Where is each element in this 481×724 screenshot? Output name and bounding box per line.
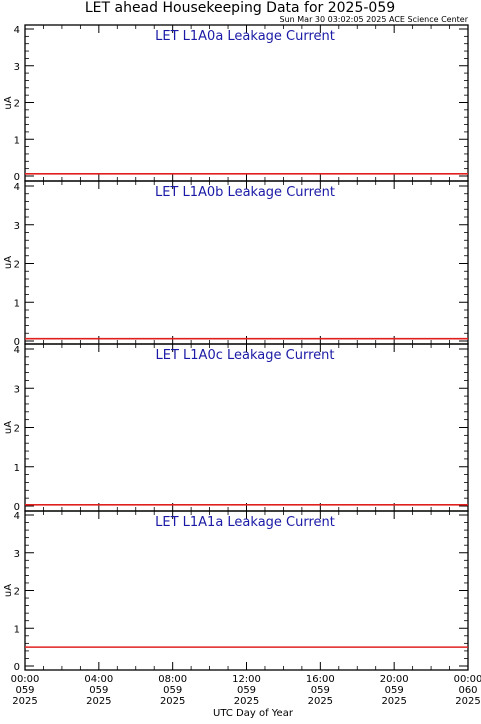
x-tick-day: 059	[89, 685, 108, 696]
y-axis-label: uA	[3, 584, 14, 597]
x-tick-year: 2025	[86, 696, 111, 707]
x-tick-day: 059	[237, 685, 256, 696]
x-tick-time: 20:00	[380, 674, 409, 685]
y-tick-label: 4	[14, 345, 20, 356]
panel-title: LET L1A0a Leakage Current	[155, 29, 335, 44]
panel-3: 0 1 2 3 4 uA LET L1A0c Leakage Current	[3, 343, 469, 513]
x-tick-day: 059	[385, 685, 404, 696]
y-tick-label: 2	[14, 424, 20, 435]
x-tick-day: 059	[311, 685, 330, 696]
panel-title: LET L1A1a Leakage Current	[155, 515, 335, 530]
x-axis: 00:00059202504:00059202508:00059202512:0…	[11, 674, 481, 707]
y-tick-label: 1	[14, 298, 20, 309]
x-tick-year: 2025	[160, 696, 185, 707]
y-tick-label: 0	[14, 502, 20, 513]
x-axis-label: UTC Day of Year	[213, 708, 294, 719]
y-tick-label: 4	[14, 182, 20, 193]
panel-title: LET L1A0c Leakage Current	[156, 348, 335, 363]
x-tick-year: 2025	[12, 696, 37, 707]
y-tick-label: 2	[14, 587, 20, 598]
x-tick-day: 059	[163, 685, 182, 696]
y-tick-label: 4	[14, 511, 20, 522]
x-tick-year: 2025	[234, 696, 259, 707]
x-tick-time: 00:00	[454, 674, 481, 685]
y-tick-label: 3	[14, 62, 20, 73]
x-tick-year: 2025	[308, 696, 333, 707]
y-tick-label: 3	[14, 549, 20, 560]
x-tick-year: 2025	[381, 696, 406, 707]
x-tick-year: 2025	[455, 696, 480, 707]
panel-frame	[24, 343, 469, 512]
y-tick-label: 4	[14, 25, 20, 36]
x-tick-time: 04:00	[84, 674, 113, 685]
y-axis-label: uA	[3, 96, 14, 109]
y-tick-label: 0	[14, 662, 20, 673]
y-tick-label: 2	[14, 99, 20, 110]
panels-group: 0 1 2 3 4 uA LET L1A0a Leakage Current 0 1 2 3 4 uA L…	[3, 24, 469, 673]
panel-1: 0 1 2 3 4 uA LET L1A0a Leakage Current	[3, 24, 469, 183]
x-tick-time: 12:00	[232, 674, 261, 685]
x-tick-day: 059	[15, 685, 34, 696]
panel-frame	[24, 180, 469, 345]
x-tick-time: 16:00	[306, 674, 335, 685]
y-tick-label: 0	[14, 172, 20, 183]
y-tick-label: 0	[14, 337, 20, 348]
y-tick-label: 3	[14, 384, 20, 395]
y-axis-label: uA	[3, 421, 14, 434]
x-tick-time: 00:00	[11, 674, 40, 685]
panel-title: LET L1A0b Leakage Current	[155, 185, 335, 200]
generation-timestamp: Sun Mar 30 03:02:05 2025 ACE Science Cen…	[280, 15, 469, 24]
panel-frame	[24, 510, 469, 671]
y-tick-label: 1	[14, 135, 20, 146]
x-tick-day: 060	[458, 685, 477, 696]
panel-4: 0 1 2 3 4 uA LET L1A1a Leakage Current	[3, 510, 469, 673]
panel-2: 0 1 2 3 4 uA LET L1A0b Leakage Current	[3, 180, 469, 348]
chart-title: LET ahead Housekeeping Data for 2025-059	[85, 0, 395, 16]
x-tick-time: 08:00	[158, 674, 187, 685]
y-tick-label: 1	[14, 463, 20, 474]
y-axis-label: uA	[3, 256, 14, 269]
y-tick-label: 1	[14, 624, 20, 635]
panel-frame	[24, 24, 469, 182]
y-tick-label: 2	[14, 260, 20, 271]
y-tick-label: 3	[14, 221, 20, 232]
